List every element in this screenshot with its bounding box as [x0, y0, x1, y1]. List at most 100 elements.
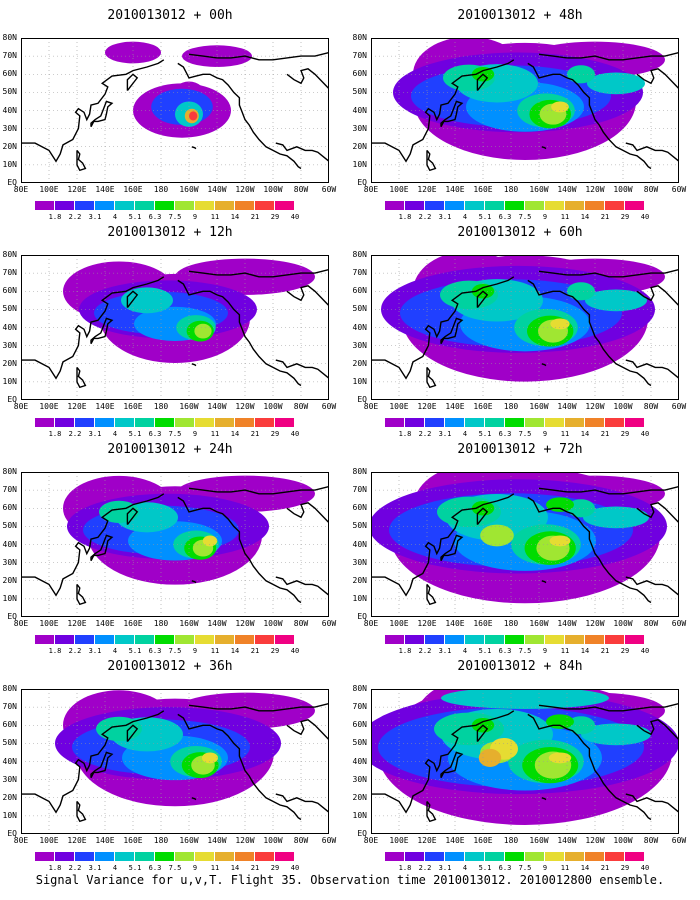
coastline [541, 363, 547, 367]
colorbar-label: 14 [230, 864, 240, 872]
variance-contour-region [105, 41, 161, 64]
y-axis-tick-label: EQ [7, 612, 17, 621]
colorbar-label: 21 [600, 213, 610, 221]
coastline [191, 363, 197, 367]
colorbar-label: 40 [290, 647, 300, 655]
colorbar-label: 3.1 [438, 430, 452, 438]
colorbar-label: 21 [600, 647, 610, 655]
colorbar-label: 14 [230, 647, 240, 655]
colorbar-label: 1.8 [398, 213, 412, 221]
colorbar-label: 7.5 [518, 864, 532, 872]
colorbar-label: 6.3 [148, 864, 162, 872]
colorbar-swatch [625, 635, 645, 644]
colorbar-label: 21 [250, 213, 260, 221]
x-axis-tick-label: 80W [643, 836, 659, 845]
x-axis-tick-label: 180 [153, 836, 169, 845]
y-axis-tick-label: 40N [2, 539, 17, 549]
colorbar-label: 7.5 [168, 864, 182, 872]
y-axis-tick-label: 50N [2, 87, 17, 97]
colorbar-swatch [135, 852, 155, 861]
coastline [126, 724, 139, 743]
colorbar-label: 2.2 [418, 647, 432, 655]
colorbar-swatch [505, 852, 525, 861]
x-axis-tick-label: 140E [95, 402, 115, 411]
x-axis-tick-label: 80E [363, 185, 379, 194]
colorbar-label: 5.1 [128, 864, 142, 872]
x-axis-tick-label: 140E [95, 185, 115, 194]
x-axis-tick-label: 140W [557, 402, 577, 411]
coastline [541, 146, 547, 150]
colorbar-swatch [115, 418, 135, 427]
colorbar-label: 7.5 [168, 430, 182, 438]
x-axis-tick-label: 140E [95, 619, 115, 628]
coastline [636, 285, 679, 307]
y-axis-tick-label: 10N [352, 810, 367, 820]
x-axis-tick-label: 160W [179, 836, 199, 845]
y-axis-tick-label: EQ [7, 178, 17, 187]
y-axis-tick-label: 20N [352, 141, 367, 151]
colorbar-label: 9 [192, 213, 198, 221]
coastline [188, 268, 329, 278]
colorbar-swatch [215, 635, 235, 644]
colorbar-swatch [95, 852, 115, 861]
colorbar-swatch [215, 201, 235, 210]
colorbar-label: 7.5 [168, 647, 182, 655]
x-axis-tick-label: 160E [473, 619, 493, 628]
colorbar-swatch [175, 418, 195, 427]
coastline [177, 713, 302, 821]
x-axis-tick-label: 160E [123, 836, 143, 845]
colorbar-label: 6.3 [148, 647, 162, 655]
colorbar-swatch [235, 852, 255, 861]
colorbar-swatch [545, 635, 565, 644]
colorbar-swatch [35, 201, 55, 210]
colorbar-swatch [545, 418, 565, 427]
y-axis-tick-label: 10N [352, 376, 367, 386]
coastline [275, 359, 329, 379]
colorbar-swatch [115, 201, 135, 210]
colorbar-swatch [425, 635, 445, 644]
variance-contour-region [194, 323, 212, 339]
colorbar-label: 6.3 [498, 647, 512, 655]
map-panel: 2010013012 + 60h 80N 70N 60N 50N 40N 30N 20N 10N… [350, 225, 690, 440]
variance-contour-region [478, 748, 502, 767]
variance-contour-region [567, 499, 595, 518]
variance-contour-region [480, 524, 514, 547]
colorbar-swatch [465, 852, 485, 861]
colorbar-swatch [565, 852, 585, 861]
coastline [636, 68, 679, 90]
x-axis-tick-label: 180 [153, 619, 169, 628]
coastline [275, 576, 329, 596]
colorbar-swatch [275, 635, 295, 644]
colorbar-label: 2.2 [418, 864, 432, 872]
y-axis-tick-label: 30N [352, 774, 367, 784]
colorbar-swatch [235, 201, 255, 210]
colorbar-label: 9 [192, 430, 198, 438]
coastline [286, 285, 329, 307]
y-axis-tick-label: 20N [2, 792, 17, 802]
colorbar-swatch [135, 418, 155, 427]
coastline [625, 793, 679, 813]
coastline [538, 702, 679, 712]
coastline [440, 100, 464, 128]
coastline [275, 793, 329, 813]
x-axis-tick-label: 120E [417, 402, 437, 411]
panel-title: 2010013012 + 36h [107, 659, 233, 674]
colorbar-label: 1.8 [48, 430, 62, 438]
colorbar-label: 29 [270, 647, 280, 655]
colorbar-swatch [545, 201, 565, 210]
x-axis-tick-label: 60W [321, 185, 337, 194]
map-panel: 2010013012 + 00h 80N 70N 60N 50N 40N 30N 20N 10N… [0, 8, 340, 223]
coastline [126, 73, 139, 92]
x-axis-tick-label: 100W [263, 619, 283, 628]
y-axis-tick-label: 40N [352, 756, 367, 766]
colorbar-swatch [485, 418, 505, 427]
colorbar-swatch [585, 852, 605, 861]
colorbar-label: 11 [560, 647, 570, 655]
y-axis-tick-label: 60N [2, 503, 17, 513]
y-axis-tick-label: 20N [2, 141, 17, 151]
coastline [21, 276, 165, 380]
x-axis-tick-label: 100E [389, 402, 409, 411]
colorbar-label: 14 [580, 647, 590, 655]
colorbar-label: 21 [250, 430, 260, 438]
colorbar-label: 11 [560, 430, 570, 438]
